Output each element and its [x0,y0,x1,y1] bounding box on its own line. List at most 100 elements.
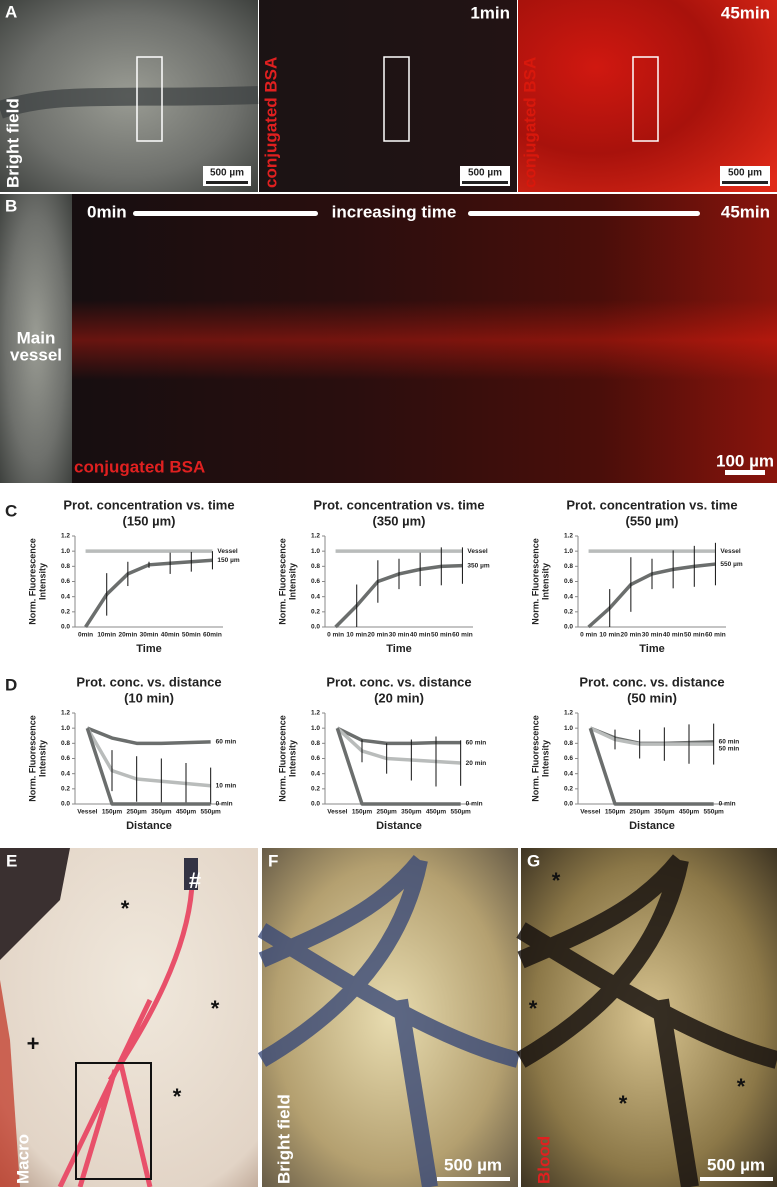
series-label: 50 min [719,746,740,753]
panel-letter: A [5,2,17,21]
series-label: 20 min [466,760,487,767]
y-tick-label: 0.4 [311,770,320,777]
x-tick-label: 30min [140,632,159,639]
label: conjugated BSA [520,57,539,188]
x-tick-label: 450µm [679,809,700,816]
series-line [589,726,714,746]
time-label: 45min [721,3,770,22]
y-axis-label: Intensity [37,740,47,777]
x-tick-label: 10min [97,632,116,639]
x-tick-label: 30 min [642,632,663,639]
x-axis-label: Distance [126,820,172,832]
series-label: 0 min [466,801,483,808]
charts: Prot. concentration vs. time (150 µm) 0.0 0… [27,497,742,831]
time-label: 0min [87,202,127,221]
axis-label: increasing time [332,202,457,221]
y-tick-label: 0.4 [564,770,573,777]
y-tick-label: 0.2 [564,609,573,616]
y-tick-label: 0.8 [61,740,70,747]
x-tick-label: 550µm [703,809,724,816]
x-tick-label: 20 min [368,632,389,639]
panel-letter: C [5,501,17,520]
series-label: 0 min [719,801,736,808]
label: conjugated BSA [74,457,205,476]
label: conjugated BSA [261,57,280,188]
chart-subtitle: (550 µm) [625,513,678,528]
series-label: 60 min [466,739,487,746]
y-tick-label: 0.0 [61,624,70,631]
panel-f: F Bright field 500 µm [257,848,520,1187]
x-axis-label: Time [136,643,161,655]
scale-bar-label: 500 µm [444,1155,502,1174]
series-label: 10 min [216,783,237,790]
marker: # [189,868,201,893]
panel-g: G * * * * Blood 500 µm [516,848,777,1187]
x-tick-label: 50 min [431,632,452,639]
x-tick-label: 0 min [580,632,597,639]
chart-title: Prot. concentration vs. time [313,497,484,512]
scale-bar-label: 500 µm [707,1155,765,1174]
marker: * [619,1091,628,1116]
x-tick-label: 550µm [450,809,471,816]
series-line [85,727,211,806]
y-axis-label: Intensity [540,563,550,600]
x-axis-label: Distance [376,820,422,832]
image-45min [518,0,777,192]
y-tick-label: 0.4 [61,770,70,777]
chart-subtitle: (150 µm) [122,513,175,528]
x-tick-label: 250µm [126,809,147,816]
y-axis-label: Norm. Fluorescence [530,715,540,802]
y-axis-label: Intensity [287,563,297,600]
y-tick-label: 0.6 [61,578,70,585]
y-tick-label: 1.2 [61,710,70,717]
x-tick-label: 30 min [389,632,410,639]
label: Macro [13,1134,32,1184]
x-tick-label: 40 min [410,632,431,639]
y-axis-label: Norm. Fluorescence [530,538,540,625]
panel-letter: E [6,851,17,870]
scale-bar-label: 500 µm [210,168,244,179]
chart-subtitle: (350 µm) [372,513,425,528]
chart-title: Prot. conc. vs. distance [579,674,724,689]
y-tick-label: 0.4 [311,593,320,600]
y-tick-label: 0.8 [564,563,573,570]
y-tick-label: 0.6 [311,755,320,762]
y-tick-label: 1.2 [61,533,70,540]
series-label: 0 min [216,801,233,808]
series-label: Vessel [720,548,740,555]
y-tick-label: 0.2 [61,786,70,793]
series-line [84,558,213,628]
x-tick-label: 40min [161,632,180,639]
y-tick-label: 0.6 [311,578,320,585]
marker: * [529,996,538,1021]
y-tick-label: 1.0 [564,548,573,555]
series-line [336,726,461,746]
y-tick-label: 0.6 [564,755,573,762]
x-tick-label: 150µm [102,809,123,816]
chart-subtitle: (50 min) [627,690,677,705]
x-tick-label: 0 min [327,632,344,639]
y-tick-label: 0.8 [564,740,573,747]
y-axis-label: Intensity [287,740,297,777]
y-tick-label: 1.0 [61,725,70,732]
label: Blood [534,1136,553,1184]
scale-bar-label: 500 µm [468,168,502,179]
panel-letter: F [268,851,278,870]
y-tick-label: 1.0 [564,725,573,732]
y-tick-label: 0.0 [564,624,573,631]
time-label: 45min [721,202,770,221]
panel-letter: B [5,196,17,215]
panel-e: E # + * * * Macro [0,848,258,1187]
x-tick-label: 350µm [401,809,422,816]
y-tick-label: 0.0 [61,801,70,808]
y-tick-label: 1.0 [311,548,320,555]
x-tick-label: 450µm [176,809,197,816]
label: Main [17,328,56,347]
x-tick-label: 350µm [654,809,675,816]
x-tick-label: 350µm [151,809,172,816]
series-label: 60 min [216,739,237,746]
label: vessel [10,345,62,364]
image-blood [521,848,777,1187]
chart-subtitle: (20 min) [374,690,424,705]
y-tick-label: 0.6 [564,578,573,585]
